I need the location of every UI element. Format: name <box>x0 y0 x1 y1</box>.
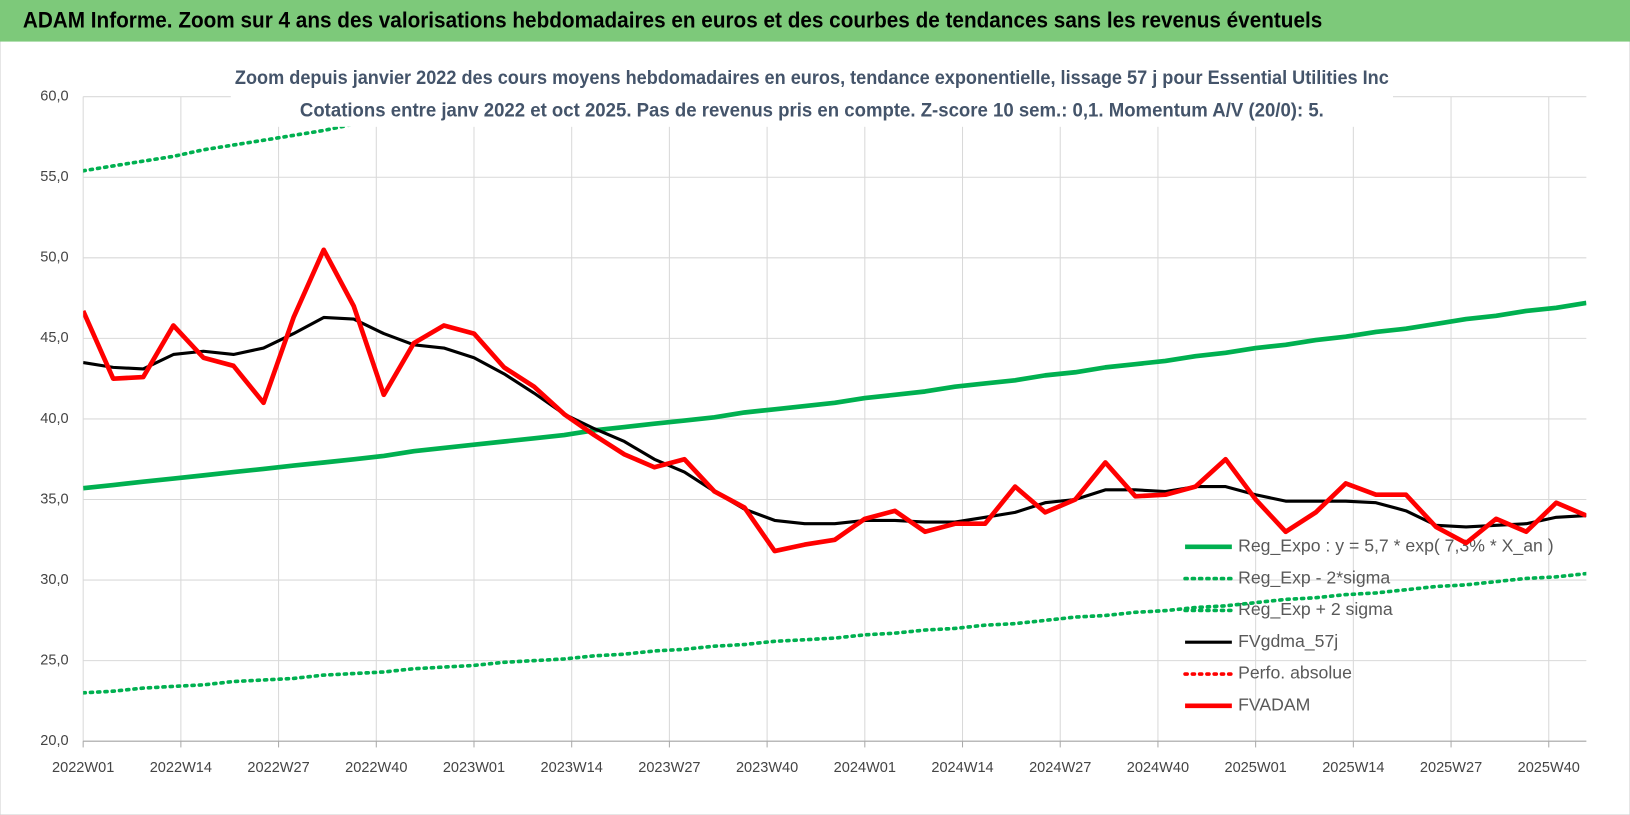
title-box: Zoom depuis janvier 2022 des cours moyen… <box>230 62 1393 127</box>
x-tick-label: 2022W01 <box>52 760 114 776</box>
y-tick-label: 25,0 <box>40 652 68 668</box>
x-tick-label: 2024W01 <box>834 760 896 776</box>
x-tick-label: 2025W40 <box>1518 760 1580 776</box>
y-tick-label: 40,0 <box>40 411 68 427</box>
y-tick-label: 50,0 <box>40 250 68 266</box>
y-tick-label: 35,0 <box>40 491 68 507</box>
x-tick-label: 2025W01 <box>1224 760 1286 776</box>
legend-label: Reg_Exp - 2*sigma <box>1238 567 1390 588</box>
legend-label: Reg_Expo : y = 5,7 * exp( 7,3% * X_an ) <box>1238 535 1554 556</box>
x-tick-label: 2023W01 <box>443 760 505 776</box>
x-tick-label: 2023W27 <box>638 760 700 776</box>
y-tick-label: 45,0 <box>40 330 68 346</box>
x-tick-label: 2024W40 <box>1127 760 1189 776</box>
y-tick-label: 55,0 <box>40 169 68 185</box>
header-title: ADAM Informe. Zoom sur 4 ans des valoris… <box>23 8 1322 33</box>
y-tick-label: 20,0 <box>40 733 68 749</box>
x-tick-label: 2023W40 <box>736 760 798 776</box>
x-tick-label: 2024W27 <box>1029 760 1091 776</box>
legend-label: Reg_Exp + 2 sigma <box>1238 599 1393 620</box>
legend-label: Perfo. absolue <box>1238 663 1352 683</box>
x-tick-label: 2024W14 <box>931 760 993 776</box>
x-tick-label: 2022W14 <box>150 760 212 776</box>
chart-title: Zoom depuis janvier 2022 des cours moyen… <box>235 67 1389 89</box>
y-tick-label: 60,0 <box>40 89 68 105</box>
chart-subtitle: Cotations entre janv 2022 et oct 2025. P… <box>300 99 1324 121</box>
legend: Reg_Expo : y = 5,7 * exp( 7,3% * X_an ) R… <box>1183 535 1554 715</box>
x-tick-label: 2025W14 <box>1322 760 1384 776</box>
x-tick-label: 2022W27 <box>247 760 309 776</box>
header-bar <box>0 0 1630 42</box>
title-background <box>230 62 1393 127</box>
series-line <box>83 247 1587 554</box>
x-tick-label: 2025W27 <box>1420 760 1482 776</box>
series-line <box>83 96 526 173</box>
y-tick-label: 30,0 <box>40 572 68 588</box>
x-tick-label: 2023W14 <box>541 760 603 776</box>
series-lines <box>83 96 1587 695</box>
legend-label: FVgdma_57j <box>1238 631 1338 652</box>
x-tick-label: 2022W40 <box>345 760 407 776</box>
series-line <box>83 300 1587 491</box>
series-line <box>83 315 1587 529</box>
legend-label: FVADAM <box>1238 695 1310 715</box>
